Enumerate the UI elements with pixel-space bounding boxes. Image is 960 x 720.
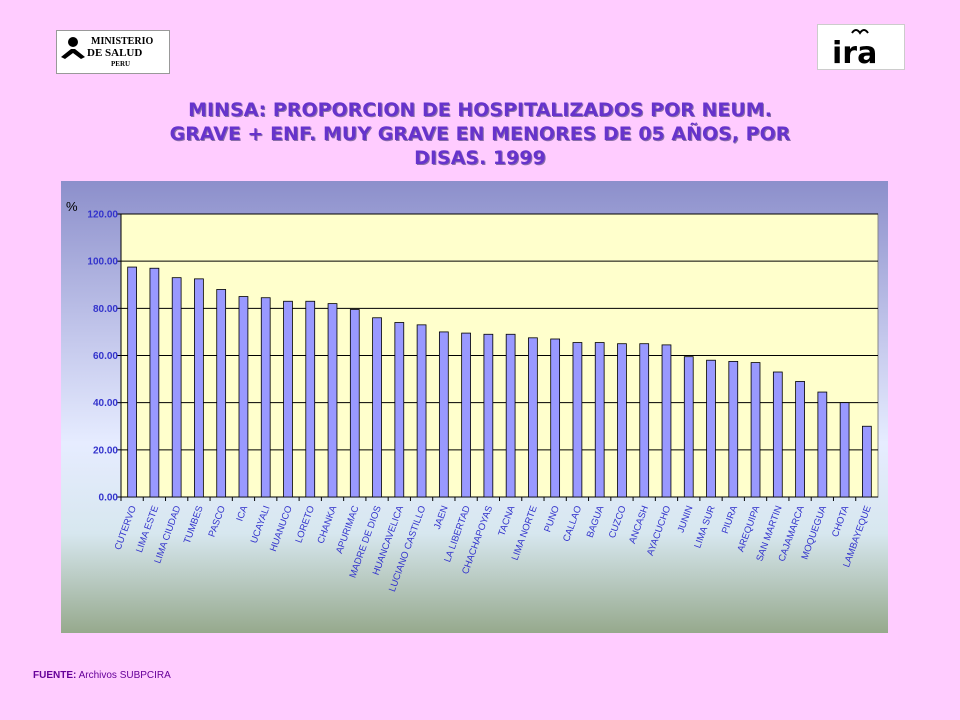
bar bbox=[594, 342, 605, 498]
bar bbox=[772, 371, 783, 498]
bar bbox=[483, 333, 494, 498]
source-note: FUENTE: Archivos SUBPCIRA bbox=[33, 670, 171, 681]
chart-panel: 0.00 20.00 40.00 60.00 80.00 100.00 120.00% CUT… bbox=[61, 181, 888, 633]
x-tick-label: JUNIN bbox=[676, 504, 696, 534]
minsa-logo-graphic: MINISTERIO DE SALUD PERU bbox=[61, 36, 153, 68]
x-tick-label: PASCO bbox=[207, 504, 228, 538]
bar bbox=[438, 331, 449, 498]
bar bbox=[706, 359, 716, 498]
title-line-2: GRAVE + ENF. MUY GRAVE EN MENORES DE 05 … bbox=[169, 123, 791, 145]
x-tick-label: JAEN bbox=[432, 504, 451, 531]
bar bbox=[817, 391, 828, 498]
bar bbox=[505, 333, 516, 498]
x-tick-label: CHANKA bbox=[315, 504, 339, 546]
bar bbox=[260, 297, 271, 498]
bar bbox=[461, 332, 471, 498]
ira-logo-text: ira bbox=[832, 36, 877, 69]
bar bbox=[528, 337, 538, 498]
ira-logo: ira bbox=[817, 24, 905, 71]
x-tick-label: PIURA bbox=[720, 504, 740, 536]
bar bbox=[839, 402, 850, 498]
y-tick-label: 60.00 bbox=[93, 351, 118, 362]
bar bbox=[149, 267, 160, 498]
bar bbox=[639, 343, 650, 498]
x-tick-label: PUNO bbox=[542, 504, 562, 534]
x-tick-label: CUTERVO bbox=[113, 504, 139, 551]
y-tick-label: 40.00 bbox=[93, 398, 118, 409]
bar bbox=[795, 381, 805, 498]
x-tick-label: LORETO bbox=[293, 504, 317, 544]
y-tick-label: 120.00 bbox=[87, 210, 118, 221]
title-line-1: MINSA: PROPORCION DE HOSPITALIZADOS POR … bbox=[188, 99, 772, 121]
bar bbox=[238, 296, 249, 498]
logo-text-line-1: MINISTERIO bbox=[91, 36, 153, 47]
y-tick-label: 100.00 bbox=[87, 257, 118, 268]
bar bbox=[349, 309, 360, 498]
bar bbox=[550, 338, 561, 498]
x-tick-label: UCAYALI bbox=[249, 504, 273, 545]
bar bbox=[728, 360, 739, 498]
x-tick-label: CUZCO bbox=[607, 504, 629, 540]
x-tick-label: CHOTA bbox=[830, 504, 852, 539]
bar bbox=[617, 343, 627, 498]
bar bbox=[394, 322, 405, 498]
bar-chart: 0.00 20.00 40.00 60.00 80.00 100.00 120.00% CUT… bbox=[66, 199, 879, 593]
bar bbox=[572, 342, 583, 498]
bar bbox=[862, 425, 872, 498]
bar bbox=[127, 266, 137, 498]
bar bbox=[683, 356, 694, 498]
logo-text-line-2: DE SALUD bbox=[87, 47, 142, 59]
bar bbox=[283, 300, 293, 498]
x-tick-label: ANCASH bbox=[627, 504, 651, 545]
bar bbox=[171, 277, 182, 498]
source-text: Archivos SUBPCIRA bbox=[76, 670, 171, 681]
x-tick-label: HUANUCO bbox=[268, 504, 295, 553]
bar bbox=[750, 362, 761, 498]
chart-title: MINSA: PROPORCION DE HOSPITALIZADOS POR … bbox=[80, 98, 880, 170]
x-tick-label: TUMBES bbox=[182, 504, 206, 545]
logo-text-line-3: PERU bbox=[111, 60, 130, 68]
minsa-logo: MINISTERIO DE SALUD PERU bbox=[56, 30, 170, 74]
bar bbox=[216, 289, 227, 498]
bar bbox=[416, 324, 427, 498]
x-tick-label: TACNA bbox=[496, 504, 517, 538]
ira-logo-graphic: ira bbox=[832, 29, 877, 71]
x-tick-label: CALLAO bbox=[561, 504, 584, 543]
title-line-3: DISAS. 1999 bbox=[414, 147, 546, 169]
y-tick-label: 0.00 bbox=[99, 493, 119, 504]
bar bbox=[305, 300, 316, 498]
y-axis-label: % bbox=[66, 199, 78, 214]
x-tick-label: ICA bbox=[235, 504, 251, 523]
bar bbox=[661, 344, 672, 498]
y-tick-label: 80.00 bbox=[93, 304, 118, 315]
bar bbox=[327, 303, 338, 498]
x-tick-label: LIMA SUR bbox=[692, 504, 718, 550]
y-tick-label: 20.00 bbox=[93, 445, 118, 456]
x-tick-label: BAGUA bbox=[585, 504, 607, 540]
bar bbox=[372, 317, 382, 498]
source-label: FUENTE: bbox=[33, 670, 77, 681]
bar bbox=[194, 278, 204, 498]
